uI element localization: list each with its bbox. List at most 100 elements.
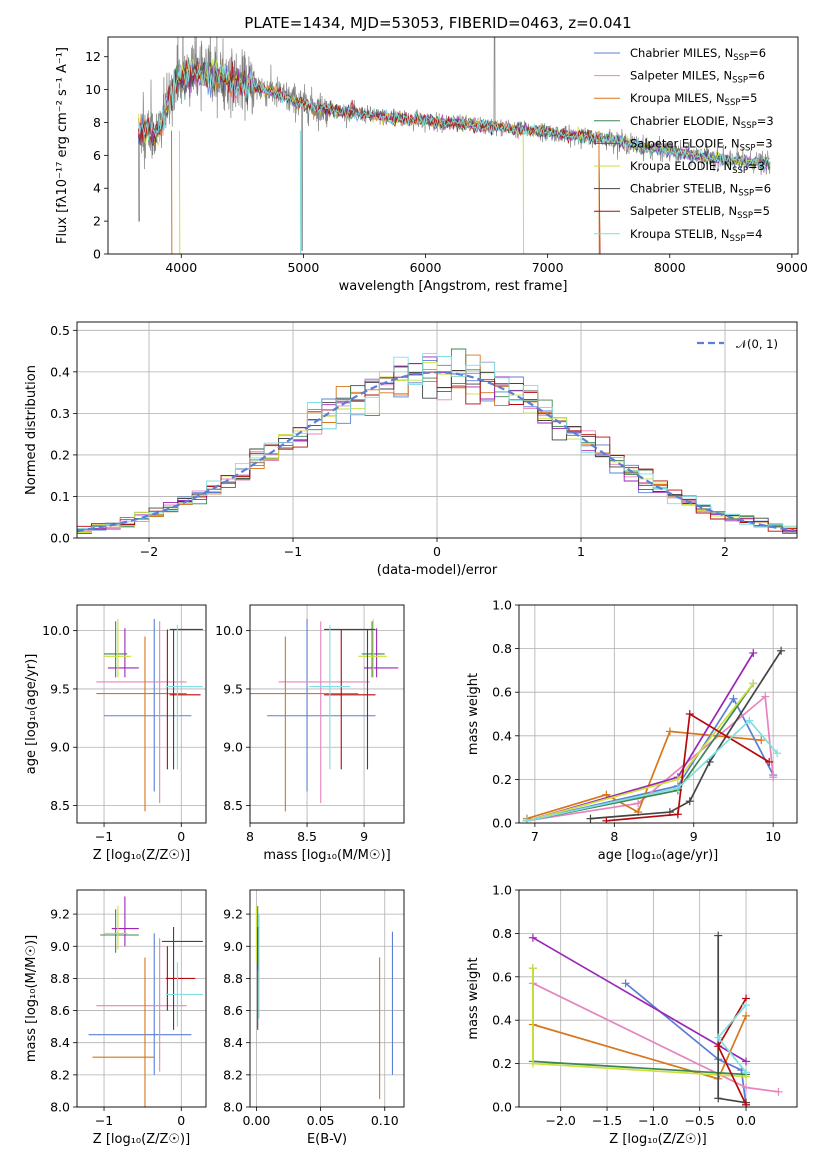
weight-marker — [742, 1057, 751, 1066]
weight-marker — [586, 814, 595, 823]
y-tick-label: 0.0 — [492, 816, 512, 831]
x-axis-label: Z [log₁₀(Z/Z☉)] — [609, 1132, 706, 1147]
y-tick-label: 8.4 — [50, 1035, 70, 1050]
y-tick-label: 9.0 — [223, 939, 243, 954]
weight-marker — [528, 1059, 537, 1068]
legend-entry: Chabrier STELIB, NSSP=6 — [630, 182, 771, 199]
x-tick-label: −1.5 — [592, 1113, 622, 1128]
x-tick-label: 9 — [360, 829, 368, 844]
errorbar-point-4 — [107, 628, 139, 678]
y-tick-label: 2 — [93, 214, 101, 229]
y-tick-label: 10.0 — [215, 623, 243, 638]
legend-label: Salpeter STELIB, N — [630, 204, 737, 218]
y-tick-label: 9.2 — [223, 907, 243, 922]
weight-marker — [769, 773, 778, 782]
legend-label: Chabrier STELIB, N — [630, 182, 738, 196]
weight-marker — [749, 679, 758, 688]
errorbar-point-1 — [96, 938, 187, 1072]
weight-line-4 — [532, 936, 747, 1063]
axes-frame: 0.00 0.05 0.10 8.0 8.2 8.4 8.6 8.8 9.0 9.2 E(B-V) — [223, 889, 405, 1147]
errorbar-point-0 — [267, 618, 376, 792]
errorbar-point-2 — [250, 636, 359, 812]
plot-marks — [96, 618, 203, 812]
y-tick-label: 0.4 — [492, 1013, 512, 1028]
axes-border — [107, 36, 799, 255]
axes-border — [518, 604, 798, 824]
legend-entry: Kroupa ELODIE, NSSP=3 — [630, 159, 765, 176]
legend-entry: Salpeter MILES, NSSP=6 — [630, 69, 765, 86]
weight-marker — [742, 1068, 751, 1077]
weight-marker — [761, 692, 770, 701]
y-tick-label: 8 — [93, 115, 101, 130]
legend-subscript: SSP — [730, 234, 746, 244]
legend-subscript: SSP — [732, 76, 748, 86]
legend-entry: Kroupa STELIB, NSSP=4 — [630, 227, 762, 244]
errorbar-point-4 — [111, 896, 139, 947]
y-tick-label: 8.4 — [223, 1035, 243, 1050]
x-tick-label: −1.0 — [638, 1113, 668, 1128]
y-tick-label: 9.0 — [50, 740, 70, 755]
legend-label: Chabrier ELODIE, N — [630, 114, 741, 128]
legend-label: Kroupa ELODIE, N — [630, 159, 732, 173]
model-fit-8 — [138, 61, 771, 172]
axes-frame: −1 0 8.0 8.2 8.4 8.6 8.8 9.0 9.2 Z [log₁₀(Z/Z☉)] m… — [24, 889, 207, 1147]
legend-entry: Chabrier ELODIE, NSSP=3 — [630, 114, 774, 131]
y-tick-label: 8.2 — [223, 1067, 243, 1082]
panel-mass-Z: −1 0 8.0 8.2 8.4 8.6 8.8 9.0 9.2 Z [log₁₀(Z/Z☉)] m… — [24, 889, 207, 1147]
errorbar-point-3 — [100, 909, 139, 953]
axes-border — [249, 889, 405, 1108]
x-tick-label: 0 — [177, 1113, 185, 1128]
errorbar-point-8 — [165, 624, 203, 770]
x-axis-label: mass [log₁₀(M/M☉)] — [263, 848, 390, 863]
weight-marker — [714, 931, 723, 940]
x-tick-label: 2 — [721, 544, 729, 559]
weight-marker — [528, 933, 537, 942]
y-tick-label: 10.0 — [42, 623, 70, 638]
errorbar-point-4 — [364, 628, 399, 678]
y-tick-label: 8.6 — [50, 1003, 70, 1018]
legend-count: =3 — [748, 159, 765, 173]
plot-marks — [522, 646, 786, 823]
y-tick-label: 0.1 — [50, 489, 70, 504]
weight-marker — [685, 797, 694, 806]
y-tick-label: 0.8 — [492, 926, 512, 941]
y-tick-label: 1.0 — [492, 598, 512, 613]
errorbar-point-5 — [104, 906, 128, 950]
y-tick-label: 6 — [93, 148, 101, 163]
legend-entry: Kroupa MILES, NSSP=5 — [630, 91, 757, 108]
histogram-5 — [77, 362, 797, 533]
weight-line-1 — [526, 694, 775, 822]
weight-marker — [621, 979, 630, 988]
y-tick-label: 8.2 — [50, 1067, 70, 1082]
y-axis-label: mass weight — [466, 957, 481, 1039]
y-tick-label: 9.5 — [223, 681, 243, 696]
normal-reference-curve — [77, 371, 795, 532]
legend-count: =5 — [740, 91, 757, 105]
axes-frame: −1 0 8.5 9.0 9.5 10.0 Z [log₁₀(Z/Z☉)] age [log₁… — [24, 604, 207, 863]
errorbar-point-0 — [88, 933, 192, 1075]
weight-marker — [742, 1100, 751, 1107]
x-tick-label: −1 — [95, 829, 113, 844]
legend-label: Salpeter ELODIE, N — [630, 136, 740, 150]
y-tick-label: 1.0 — [492, 883, 512, 898]
weight-marker — [665, 727, 674, 736]
weight-marker — [742, 1001, 751, 1010]
y-tick-label: 8.6 — [223, 1003, 243, 1018]
x-tick-label: −2 — [140, 544, 158, 559]
x-tick-label: 0.05 — [307, 1113, 335, 1128]
weight-marker — [673, 784, 682, 793]
plot-marks — [88, 896, 203, 1107]
legend-label: Kroupa MILES, N — [630, 91, 725, 105]
grid — [249, 605, 404, 823]
x-tick-label: 6000 — [410, 260, 442, 275]
y-axis-label: Normed distribution — [24, 365, 39, 495]
axes-border — [76, 889, 207, 1108]
weight-marker — [528, 964, 537, 973]
weight-marker — [774, 1087, 783, 1096]
weight-marker — [714, 1094, 723, 1103]
weight-line-3 — [532, 968, 747, 1076]
x-tick-label: 9 — [690, 829, 698, 844]
weight-marker — [765, 757, 774, 766]
weight-line-3 — [526, 683, 754, 822]
